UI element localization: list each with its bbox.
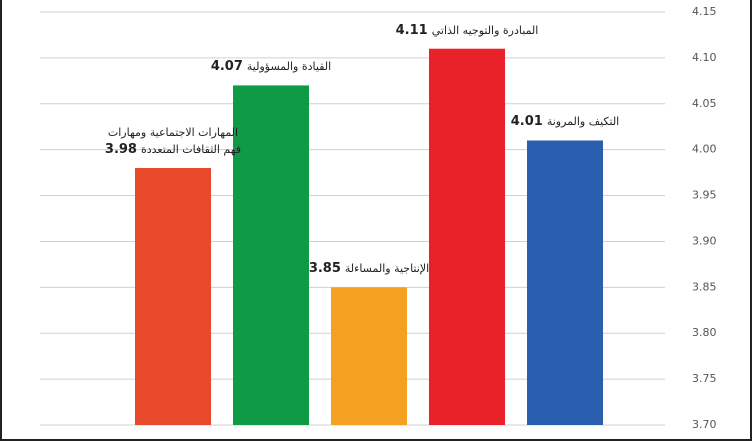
category-label: القيادة والمسؤولية: [246, 60, 332, 74]
value-label: 4.01: [510, 114, 543, 130]
category-label: المبادرة والتوجيه الذاتي: [431, 23, 539, 37]
y-tick-label: 3.75: [692, 372, 717, 385]
y-tick-label: 3.95: [692, 189, 717, 202]
bar: [135, 168, 211, 425]
category-label: التكيف والمرونة: [546, 115, 620, 129]
value-label: 4.11: [395, 22, 428, 38]
bar-label: التكيف والمرونة4.01: [490, 113, 640, 130]
category-label: الإنتاجية والمساءلة: [344, 262, 430, 276]
bar-label: المهارات الاجتماعية ومهارات فهم الثقافات…: [98, 124, 248, 158]
y-tick-label: 4.00: [692, 143, 717, 156]
bar-label: القيادة والمسؤولية4.07: [196, 58, 346, 75]
bar: [429, 48, 505, 425]
bar: [527, 140, 603, 425]
value-label: 3.98: [104, 142, 137, 158]
y-tick-label: 4.15: [692, 5, 717, 18]
value-label: 4.07: [210, 59, 243, 75]
bar-label: الإنتاجية والمساءلة3.85: [294, 260, 444, 277]
y-tick-label: 3.80: [692, 326, 717, 339]
y-tick-label: 4.10: [692, 51, 717, 64]
bar-label: المبادرة والتوجيه الذاتي4.11: [392, 22, 542, 39]
bar: [331, 287, 407, 425]
category-label: المهارات الاجتماعية ومهارات فهم الثقافات…: [107, 126, 242, 157]
y-tick-label: 3.90: [692, 234, 717, 247]
y-tick-label: 4.05: [692, 97, 717, 110]
y-tick-label: 3.70: [692, 418, 717, 431]
value-label: 3.85: [308, 261, 341, 277]
y-tick-label: 3.85: [692, 280, 717, 293]
bar: [233, 85, 309, 425]
